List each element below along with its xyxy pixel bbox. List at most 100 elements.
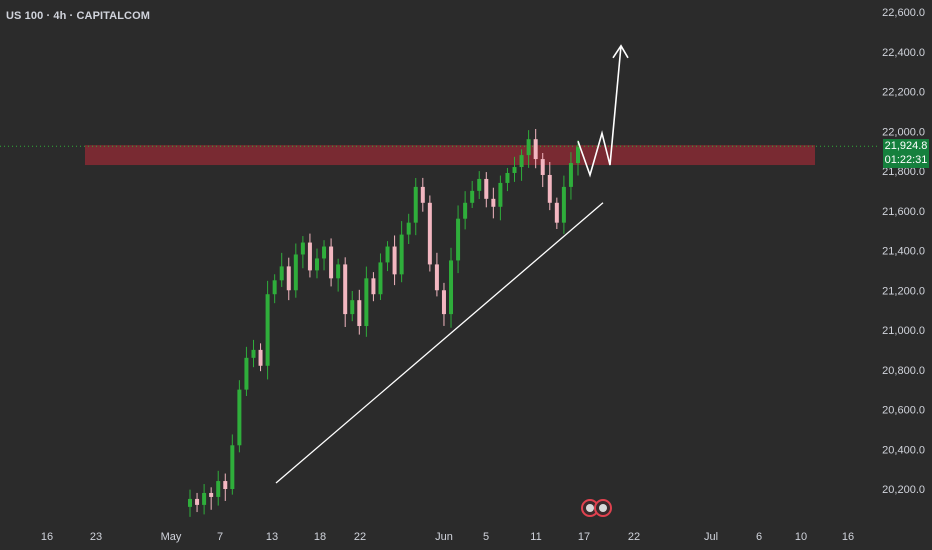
- candle-body: [300, 242, 305, 255]
- y-axis: 22,600.0 22,400.0 22,200.0 22,000.0 21,800.0…: [882, 7, 925, 496]
- candle-body: [209, 492, 214, 497]
- x-tick-label: May: [161, 531, 182, 543]
- candle-body: [244, 357, 249, 390]
- candle-body: [463, 202, 468, 219]
- projection-arrow[interactable]: [577, 45, 622, 178]
- arrow-head-icon: [612, 44, 629, 59]
- candle-body: [202, 492, 207, 505]
- current-price-tag: 21,924.8 01:22:31: [883, 139, 929, 168]
- resistance-zone: [85, 145, 815, 166]
- x-tick-label: 22: [628, 531, 640, 543]
- candle-body: [576, 147, 580, 164]
- symbol-title[interactable]: US 100 · 4h · CAPITALCOM: [6, 10, 150, 22]
- candle-body: [272, 280, 277, 295]
- candle-body: [420, 186, 425, 203]
- candle-body: [336, 264, 341, 279]
- y-tick-label: 22,400.0: [882, 47, 925, 59]
- event-markers[interactable]: [581, 499, 612, 517]
- y-tick-label: 20,800.0: [882, 365, 925, 377]
- candle-body: [491, 198, 496, 207]
- y-tick-label: 21,000.0: [882, 325, 925, 337]
- candle-body: [540, 159, 545, 175]
- candle-body: [547, 174, 552, 203]
- candle-body: [512, 167, 517, 173]
- candle-body: [505, 172, 510, 183]
- current-price-label: 21,924.8: [884, 140, 928, 152]
- event-flag-inner: [599, 504, 607, 512]
- candle-body: [477, 178, 482, 191]
- x-tick-label: 5: [483, 531, 489, 543]
- x-tick-label: 10: [795, 531, 807, 543]
- y-tick-label: 22,000.0: [882, 126, 925, 138]
- x-tick-label: 7: [217, 531, 223, 543]
- candle-body: [350, 300, 355, 315]
- candle-body: [526, 139, 531, 156]
- x-tick-label: 6: [756, 531, 762, 543]
- candle-body: [223, 481, 228, 489]
- candle-countdown: 01:22:31: [884, 154, 928, 166]
- candle-body: [293, 254, 298, 291]
- candle-body: [322, 246, 327, 259]
- x-tick-label: 23: [90, 531, 102, 543]
- x-tick-label: Jun: [435, 531, 453, 543]
- candle-body: [406, 222, 411, 235]
- candle-body: [413, 186, 418, 223]
- x-tick-label: 13: [266, 531, 278, 543]
- candle-body: [392, 246, 397, 275]
- candle-body: [258, 349, 263, 366]
- candle-body: [385, 246, 390, 263]
- candle-body: [470, 190, 475, 203]
- candle-body: [561, 186, 566, 223]
- candle-body: [449, 260, 454, 315]
- candle-body: [399, 234, 404, 275]
- y-tick-label: 22,600.0: [882, 7, 925, 19]
- x-tick-label: 16: [842, 531, 854, 543]
- event-flag-inner: [586, 504, 594, 512]
- x-tick-label: 16: [41, 531, 53, 543]
- y-tick-label: 21,800.0: [882, 166, 925, 178]
- x-tick-label: 18: [314, 531, 326, 543]
- candle-body: [434, 264, 439, 291]
- candle-body: [554, 202, 559, 223]
- x-tick-label: 22: [354, 531, 366, 543]
- candle-body: [265, 294, 270, 366]
- candle-body: [251, 349, 256, 358]
- y-tick-label: 20,200.0: [882, 484, 925, 496]
- x-tick-label: Jul: [704, 531, 718, 543]
- candle-body: [230, 445, 235, 489]
- candle-body: [314, 258, 319, 271]
- x-tick-label: 17: [578, 531, 590, 543]
- y-tick-label: 22,200.0: [882, 87, 925, 99]
- candles: [188, 128, 580, 517]
- y-tick-label: 20,400.0: [882, 444, 925, 456]
- y-tick-label: 21,600.0: [882, 206, 925, 218]
- candle-body: [456, 218, 461, 261]
- candle-body: [188, 498, 192, 507]
- candle-body: [307, 242, 312, 271]
- candle-body: [371, 278, 376, 295]
- candle-body: [519, 155, 524, 168]
- candle-body: [484, 178, 489, 199]
- y-tick-label: 21,400.0: [882, 246, 925, 258]
- candle-body: [533, 139, 538, 160]
- candle-body: [279, 266, 284, 281]
- candle-body: [498, 182, 503, 207]
- candle-body: [343, 264, 348, 315]
- candle-body: [357, 300, 362, 327]
- candle-body: [364, 278, 369, 327]
- candle-body: [378, 262, 383, 295]
- trendline[interactable]: [275, 202, 604, 484]
- candle-body: [195, 498, 200, 505]
- x-tick-label: 11: [530, 531, 541, 543]
- candle-body: [568, 163, 573, 187]
- candle-body: [427, 202, 432, 265]
- y-tick-label: 21,200.0: [882, 285, 925, 297]
- candle-body: [237, 389, 242, 446]
- candle-body: [216, 481, 221, 497]
- y-tick-label: 20,600.0: [882, 405, 925, 417]
- candle-body: [286, 266, 291, 291]
- candle-body: [441, 290, 446, 315]
- candle-body: [329, 246, 334, 279]
